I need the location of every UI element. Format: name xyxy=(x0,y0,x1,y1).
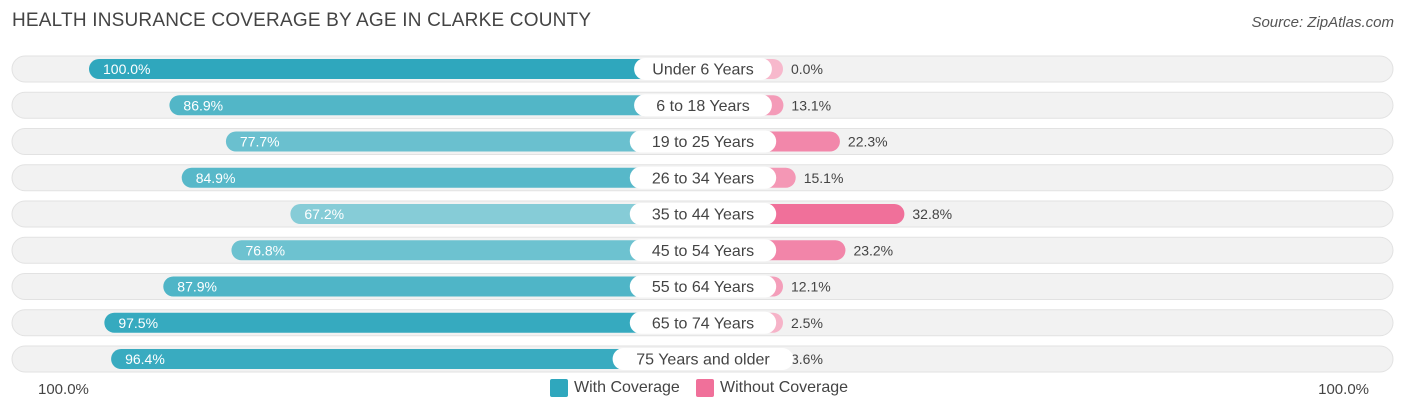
category-label: Under 6 Years xyxy=(652,62,753,79)
category-label: 35 to 44 Years xyxy=(652,207,754,224)
legend-without-label: Without Coverage xyxy=(720,379,849,396)
category-pill xyxy=(634,94,772,117)
value-label-with: 67.2% xyxy=(304,206,344,222)
category-label: 45 to 54 Years xyxy=(652,243,754,260)
value-label-with: 87.9% xyxy=(177,279,217,295)
coverage-chart: 100.0% 0.0% Under 6 Years 86.9% 13.1% 6 to 18… xyxy=(11,55,1394,373)
category-pill xyxy=(612,348,794,370)
category-label: 55 to 64 Years xyxy=(652,279,754,296)
legend-without-swatch xyxy=(696,379,714,397)
category-pill xyxy=(629,239,777,262)
bar-with-coverage xyxy=(89,59,703,79)
category-pill xyxy=(629,311,777,334)
category-pill xyxy=(629,130,777,153)
category-pill xyxy=(634,58,772,80)
value-label-without: 15.1% xyxy=(804,170,844,186)
legend: With Coverage Without Coverage xyxy=(0,379,1406,401)
legend-with-coverage[interactable]: With Coverage xyxy=(550,379,680,397)
value-label-with: 84.9% xyxy=(196,170,236,186)
value-label-with: 86.9% xyxy=(183,97,223,113)
bar-with-coverage xyxy=(163,276,703,297)
bar-with-coverage xyxy=(111,349,703,369)
value-label-without: 13.1% xyxy=(791,97,831,113)
category-pill xyxy=(629,166,777,189)
value-label-with: 100.0% xyxy=(103,61,150,77)
value-label-without: 22.3% xyxy=(848,134,888,150)
axis-right-label: 100.0% xyxy=(1318,381,1369,398)
value-label-without: 12.1% xyxy=(791,279,831,295)
bar-with-coverage xyxy=(169,95,703,116)
value-label-without: 0.0% xyxy=(791,61,823,77)
legend-without-coverage[interactable]: Without Coverage xyxy=(696,379,848,397)
category-label: 75 Years and older xyxy=(636,352,770,369)
value-label-without: 23.2% xyxy=(853,242,893,258)
bar-with-coverage xyxy=(231,240,703,261)
legend-with-label: With Coverage xyxy=(574,379,680,396)
value-label-without: 32.8% xyxy=(912,206,952,222)
bar-with-coverage xyxy=(181,167,704,188)
chart-title: HEALTH INSURANCE COVERAGE BY AGE IN CLAR… xyxy=(12,10,592,31)
category-label: 6 to 18 Years xyxy=(656,98,749,115)
bar-with-coverage xyxy=(290,204,703,224)
value-label-with: 97.5% xyxy=(118,315,158,331)
value-label-without: 3.6% xyxy=(791,351,823,367)
bar-with-coverage xyxy=(225,131,703,152)
category-label: 19 to 25 Years xyxy=(652,134,754,151)
category-pill xyxy=(629,275,777,298)
source-label: Source: ZipAtlas.com xyxy=(1251,14,1394,31)
axis-left-label: 100.0% xyxy=(38,381,89,398)
category-label: 26 to 34 Years xyxy=(652,170,754,187)
value-label-with: 77.7% xyxy=(240,134,280,150)
bar-with-coverage xyxy=(104,312,704,333)
category-label: 65 to 74 Years xyxy=(652,315,754,332)
value-label-without: 2.5% xyxy=(791,315,823,331)
value-label-with: 96.4% xyxy=(125,351,165,367)
category-pill xyxy=(629,203,777,225)
value-label-with: 76.8% xyxy=(245,242,285,258)
legend-with-swatch xyxy=(550,379,568,397)
